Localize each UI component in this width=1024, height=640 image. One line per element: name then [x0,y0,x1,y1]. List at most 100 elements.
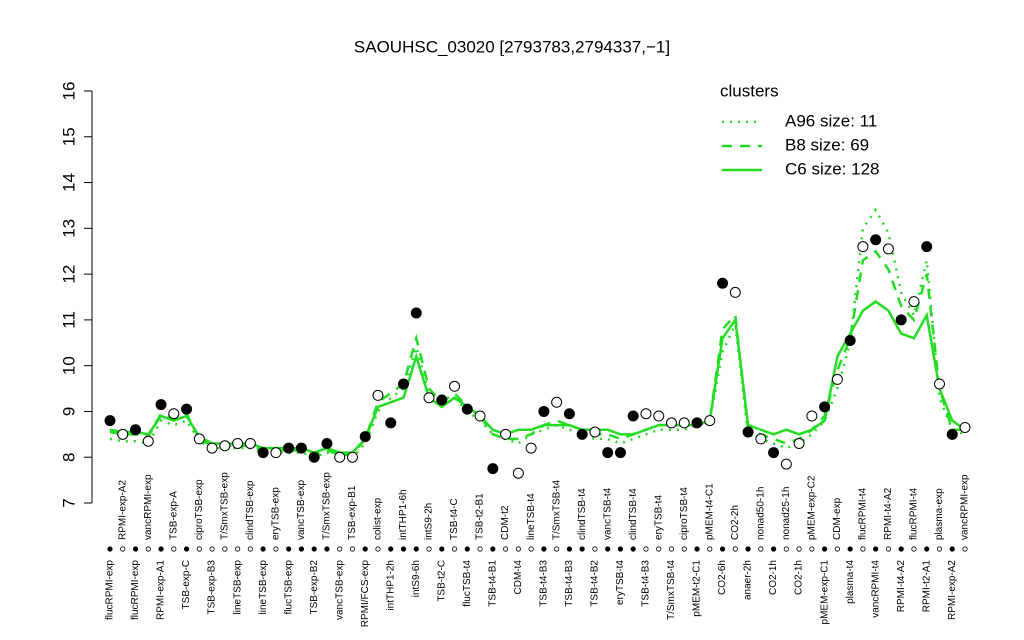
rug-marker [783,546,789,552]
data-point [882,243,894,255]
legend-label: A96 size: 11 [785,111,877,130]
rug-marker [209,546,215,552]
sample-label: flucTSB-exp [283,560,294,615]
sample-label: CDM-exp [832,497,843,540]
rug-marker [362,546,368,552]
y-tick-label: 11 [59,311,78,329]
data-point [398,378,410,390]
data-point [640,408,652,420]
sample-label: pMEM-t4-C1 [704,483,715,540]
sample-label: TSB-t4-C [449,498,460,540]
legend-title: clusters [720,81,779,100]
cluster-line [109,207,966,459]
data-point [525,442,537,454]
rug-marker [120,546,126,552]
sample-label: RPMI-exp-A2 [117,480,128,540]
sample-label: pMEM-t2-C1 [692,560,703,617]
sample-label: colist-exp [373,497,384,540]
data-point [551,396,563,408]
data-point [691,417,703,429]
sample-label: pMEM-exp-C2 [807,475,818,540]
data-point [155,399,167,411]
data-point [844,334,856,346]
sample-label: clindTSB-t4 [577,488,588,540]
data-point [665,417,677,429]
y-tick-label: 15 [59,127,78,146]
rug-marker [694,546,700,552]
rug-marker [643,546,649,552]
sample-label: vancRPMI-exp [960,474,971,540]
sample-label: TSB-t4-B3 [641,560,652,607]
data-point [870,234,882,246]
rug-marker [477,546,483,552]
sample-label: T/SmxTSB-t4 [551,480,562,540]
legend-label: B8 size: 69 [785,135,869,154]
sample-label: pMEM-exp-C1 [819,560,830,625]
rug-marker [490,546,496,552]
data-point [627,410,639,422]
rug-marker [183,546,190,552]
sample-label: vancTSB-exp [334,560,345,620]
sample-label: plasma-t4 [845,560,856,604]
rug-marker [796,546,802,552]
data-point [487,463,499,475]
rug-marker [324,546,330,552]
data-point [206,442,218,454]
rug-marker [605,546,611,552]
legend-label: C6 size: 128 [785,159,880,178]
sample-label: T/SmxTSB-exp [322,472,333,540]
rug-marker [707,546,713,552]
data-point [385,417,397,429]
rug-marker [451,546,458,552]
data-point [449,380,461,392]
data-point [653,410,665,422]
rug-marker [732,546,738,552]
sample-label: CO2-1h [794,560,805,595]
data-point [257,447,269,459]
data-point [142,435,154,447]
sample-label: intTHP1-2h [385,560,396,611]
data-point [933,378,945,390]
data-point [614,447,626,459]
data-point [538,405,550,417]
data-point [321,437,333,449]
rug-marker [911,546,917,552]
data-point [270,447,282,459]
sample-label: anaer-2h [743,560,754,600]
data-point [372,389,384,401]
rug-marker [860,546,866,552]
rug-marker [719,546,726,552]
data-point [602,447,614,459]
data-point [308,451,320,463]
rug-marker [260,546,266,552]
rug-marker [592,546,598,552]
rug-marker [349,546,356,552]
data-point [436,394,448,406]
rug-marker [311,546,317,552]
rug-marker [936,546,943,552]
sample-label: T/SmxTSB-exp [219,472,230,540]
rug-marker [247,546,253,552]
sample-label: intS9-6h [411,560,422,597]
rug-marker [528,546,534,552]
sample-label: TSB-exp-B3 [207,560,218,615]
rug-marker [949,546,955,552]
sample-label: nonad50-1h [755,487,766,540]
rug-marker [554,546,560,552]
rug-marker [834,546,840,552]
data-point [819,401,831,413]
rug-marker [132,546,139,552]
sample-label: flucTSB-t4 [462,560,473,607]
rug-marker [413,546,419,552]
data-point [232,437,244,449]
data-point [908,296,920,308]
sample-label: RPMI-t2-A1 [921,560,932,613]
rug-marker [222,546,228,552]
rug-marker [196,546,202,552]
sample-label: vancRPMI-t4 [870,560,881,618]
rug-marker [617,546,624,552]
sample-label: TSB-t2-C [436,560,447,602]
data-point [410,307,422,319]
data-point [461,403,473,415]
